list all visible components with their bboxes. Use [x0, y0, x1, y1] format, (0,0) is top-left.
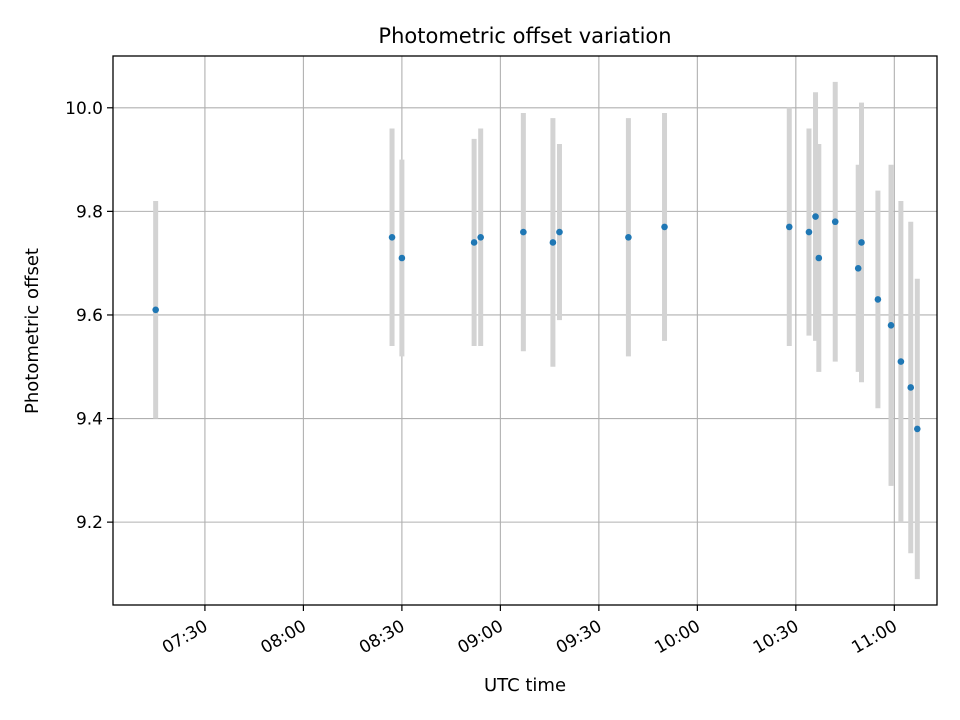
data-point — [625, 233, 632, 241]
data-point — [556, 228, 563, 236]
data-point — [152, 306, 159, 314]
data-point — [785, 223, 793, 231]
data-points — [152, 213, 921, 433]
y-axis-label: Photometric offset — [22, 248, 43, 414]
data-point — [815, 254, 823, 262]
data-point — [805, 228, 813, 236]
data-point — [812, 213, 819, 220]
data-point — [858, 239, 865, 246]
data-point — [914, 425, 921, 433]
y-tick-label: 9.4 — [76, 410, 103, 430]
data-point — [831, 218, 839, 226]
data-point — [897, 358, 905, 365]
y-tick-label: 9.8 — [76, 202, 103, 222]
x-axis-label: UTC time — [484, 675, 566, 696]
y-axis: 9.2 9.4 9.6 9.8 10.0 — [65, 99, 113, 533]
data-point — [520, 228, 527, 236]
y-tick-label: 9.2 — [76, 513, 103, 533]
data-point — [887, 322, 895, 329]
data-point — [907, 384, 915, 391]
data-point — [470, 239, 478, 246]
chart-title: Photometric offset variation — [378, 24, 671, 48]
data-point — [549, 239, 557, 246]
data-point — [874, 296, 882, 303]
data-point — [661, 223, 668, 231]
data-point — [398, 254, 406, 262]
data-point — [388, 233, 396, 241]
data-point — [477, 233, 484, 241]
data-point — [854, 265, 862, 272]
y-tick-label: 9.6 — [76, 306, 103, 326]
y-tick-label: 10.0 — [65, 99, 103, 119]
plot-frame — [112, 55, 938, 606]
